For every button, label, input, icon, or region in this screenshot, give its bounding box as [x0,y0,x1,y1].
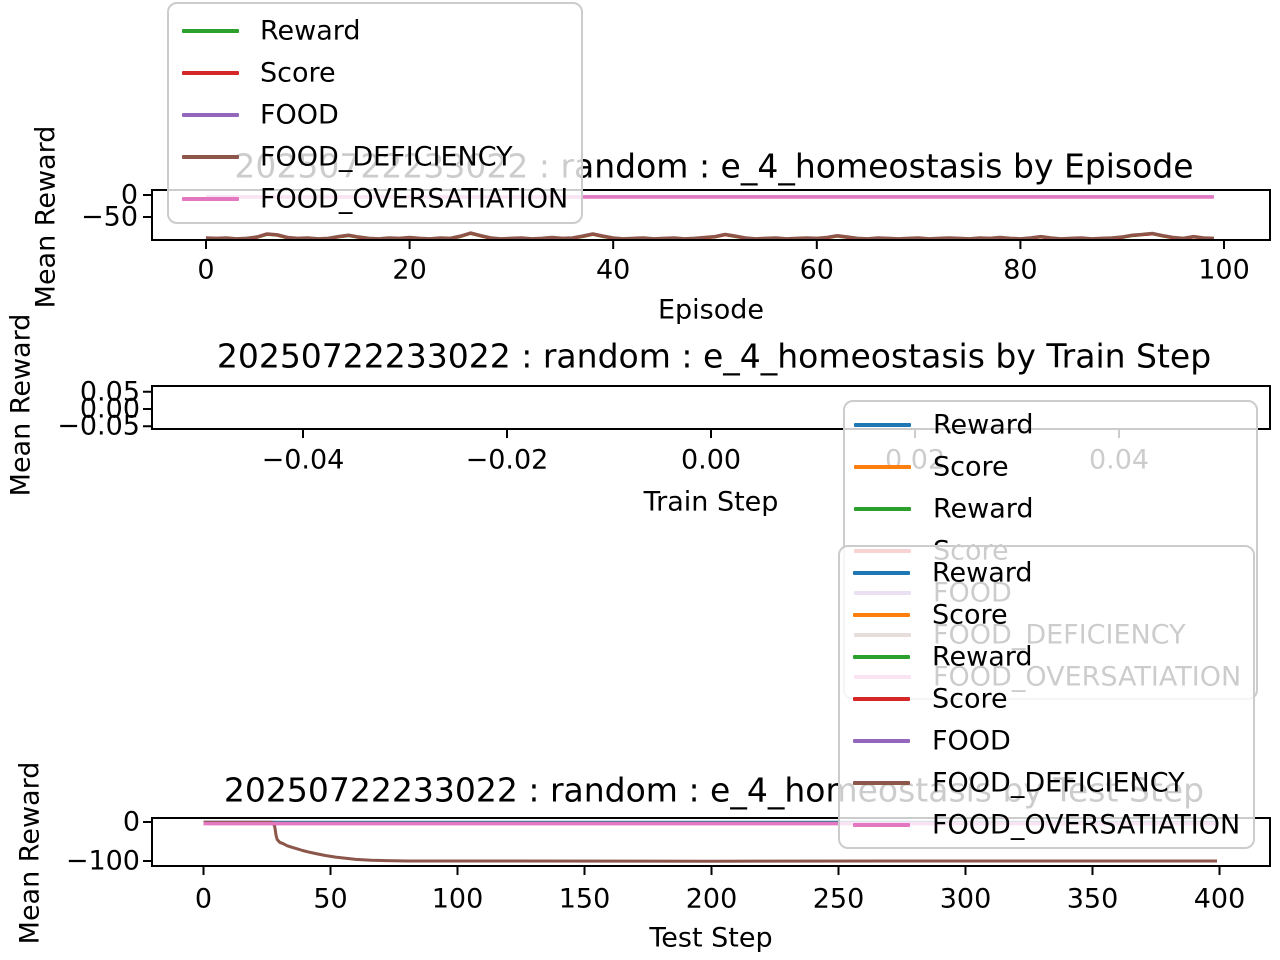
legend-line-sample-icon [853,571,910,575]
plot2-ytick-label: 0 [122,806,140,838]
train-step-yaxis-label: Mean Reward [5,313,37,497]
legend-label: Reward [932,641,1033,673]
plot2-xtick-label: 200 [685,883,738,915]
plot2-xtick-label: 0 [194,883,213,915]
legend-line-sample-icon [182,71,239,75]
legend-line-sample-icon [853,613,910,617]
plot0-xtick-label: 40 [596,254,631,286]
legend-line-sample-icon [182,197,239,201]
test-step-legend: Reward Score Reward Score FOOD FOOD_DEFICIENC… [838,545,1255,849]
plot2-series-line-FOOD_DEFICIENCY [203,820,1217,863]
plot1-xtick-label: 0.00 [680,444,742,476]
plot2-xtick-label: 100 [431,883,484,915]
plot1-xtick-label: −0.02 [465,444,549,476]
legend-label: Score [933,451,1009,483]
legend-line-sample-icon [853,823,910,827]
legend-label: Score [260,57,336,89]
plot1-xtick-label: −0.04 [261,444,345,476]
test-step-legend-entry: FOOD_OVERSATIATION [840,804,1253,846]
train-step-legend-entry: Reward [845,488,1256,530]
train-step-plot-title: 20250722233022 : random : e_4_homeostasi… [216,336,1212,376]
test-step-legend-entry: Reward [840,552,1253,594]
plot0-ytick-label: 0 [120,179,138,211]
episode-yaxis-label: Mean Reward [30,125,62,309]
plot0-xtick-label: 80 [1003,254,1038,286]
test-step-yaxis-label: Mean Reward [14,761,46,945]
test-step-legend-entry: Score [840,678,1253,720]
legend-line-sample-icon [853,739,910,743]
plot0-spines [151,189,1271,241]
plot0-xtick-label: 100 [1198,254,1250,286]
legend-label: FOOD_OVERSATIATION [932,809,1241,841]
plot0-xtick-label: 60 [799,254,834,286]
plot2-xtick-label: 350 [1066,883,1119,915]
legend-label: Score [932,683,1008,715]
plot2-xtick-label: 300 [939,883,992,915]
legend-line-sample-icon [853,781,910,785]
episode-legend: Reward Score FOOD FOOD_DEFICIENCY FOOD_OVERS… [167,2,583,224]
train-step-legend-entry: Score [845,446,1256,488]
legend-label: Score [932,599,1008,631]
plot2-xtick-label: 400 [1193,883,1246,915]
episode-legend-entry: Reward [169,10,581,52]
train-step-xaxis-label: Train Step [643,486,779,518]
legend-label: Reward [932,557,1033,589]
plot1-axes [143,385,1271,438]
plot1-ytick-label: −0.05 [57,410,140,442]
test-step-legend-entry: FOOD [840,720,1253,762]
plot0-xtick-label: 0 [197,254,215,286]
legend-label: FOOD_OVERSATIATION [260,183,569,215]
legend-label: Reward [260,15,361,47]
legend-line-sample-icon [182,29,239,33]
legend-line-sample-icon [853,655,910,659]
plot2-ytick-label: −100 [65,845,140,877]
legend-label: Reward [933,409,1034,441]
episode-legend-entry: FOOD [169,94,581,136]
legend-line-sample-icon [854,423,911,427]
legend-line-sample-icon [854,507,911,511]
test-step-legend-entry: Score [840,594,1253,636]
legend-line-sample-icon [853,697,910,701]
episode-xaxis-label: Episode [657,294,765,326]
legend-line-sample-icon [182,113,239,117]
test-step-legend-entry: FOOD_DEFICIENCY [840,762,1253,804]
plot1-ytick-label: 0.05 [79,376,140,408]
legend-label: FOOD [932,725,1011,757]
plot2-xtick-label: 250 [812,883,865,915]
episode-legend-entry: FOOD_OVERSATIATION [169,178,581,220]
legend-label: Reward [933,493,1034,525]
train-step-legend-entry: Reward [845,404,1256,446]
test-step-xaxis-label: Test Step [649,922,773,954]
plot0-series-line-FOOD_DEFICIENCY [205,231,1214,240]
legend-label: FOOD_DEFICIENCY [260,141,513,173]
episode-legend-entry: Score [169,52,581,94]
legend-line-sample-icon [854,465,911,469]
legend-line-sample-icon [182,155,239,159]
legend-label: FOOD_DEFICIENCY [932,767,1185,799]
plot2-xtick-label: 150 [558,883,611,915]
plot1-ytick-label: 0.00 [79,393,140,425]
episode-legend-entry: FOOD_DEFICIENCY [169,136,581,178]
test-step-legend-entry: Reward [840,636,1253,678]
plot0-xtick-label: 20 [392,254,427,286]
plot2-xtick-label: 50 [313,883,348,915]
plot0-ytick-label: −50 [81,201,138,233]
legend-label: FOOD [260,99,339,131]
